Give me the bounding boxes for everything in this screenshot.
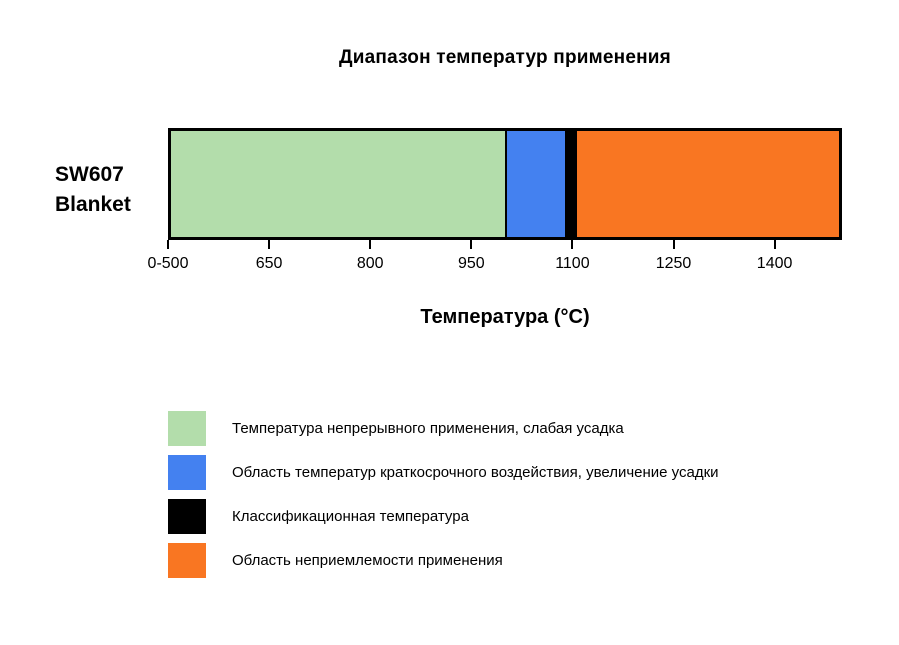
- x-axis-tick-mark: [672, 240, 675, 249]
- bar-segment-classification-temperature: [565, 131, 576, 237]
- x-axis-tick-label: 650: [255, 255, 283, 272]
- bar-segment-unsuitable-region: [575, 131, 839, 237]
- legend-swatch-classification-temperature: [168, 499, 206, 534]
- legend: Температура непрерывного применения, сла…: [168, 411, 719, 587]
- x-axis-tick-mark: [773, 240, 776, 249]
- chart-title: Диапазон температур применения: [339, 47, 671, 68]
- stacked-bar: [168, 128, 842, 240]
- x-axis-tick-mark: [571, 240, 574, 249]
- x-axis-tick-label: 0-500: [147, 255, 189, 272]
- x-axis-tick-label: 800: [356, 255, 384, 272]
- bar-segment-continuous-use: [171, 131, 505, 237]
- legend-label-continuous-use: Температура непрерывного применения, сла…: [232, 420, 624, 437]
- legend-label-unsuitable-region: Область неприемлемости применения: [232, 552, 503, 569]
- category-label-line1: SW607: [55, 163, 124, 186]
- x-axis: 0-500 650 800 950 1100 1250 1400: [148, 240, 842, 280]
- x-axis-tick-label: 1250: [655, 255, 692, 272]
- category-label-line2: Blanket: [55, 193, 131, 216]
- x-axis-tick-mark: [268, 240, 271, 249]
- x-axis-tick-label: 1400: [756, 255, 793, 272]
- x-axis-tick-mark: [167, 240, 169, 249]
- legend-item-short-term-exposure: Область температур краткосрочного воздей…: [168, 455, 719, 490]
- legend-swatch-unsuitable-region: [168, 543, 206, 578]
- x-axis-title: Температура (°C): [420, 306, 590, 328]
- legend-label-short-term-exposure: Область температур краткосрочного воздей…: [232, 464, 719, 481]
- x-axis-tick-label: 1100: [555, 255, 590, 272]
- x-axis-tick-mark: [470, 240, 473, 249]
- bar-segment-short-term-exposure: [505, 131, 566, 237]
- x-axis-tick-label: 950: [457, 255, 485, 272]
- legend-swatch-continuous-use: [168, 411, 206, 446]
- x-axis-tick-mark: [369, 240, 372, 249]
- category-label: SW607 Blanket: [55, 160, 131, 220]
- legend-item-unsuitable-region: Область неприемлемости применения: [168, 543, 719, 578]
- legend-swatch-short-term-exposure: [168, 455, 206, 490]
- legend-label-classification-temperature: Классификационная температура: [232, 508, 469, 525]
- legend-item-continuous-use: Температура непрерывного применения, сла…: [168, 411, 719, 446]
- legend-item-classification-temperature: Классификационная температура: [168, 499, 719, 534]
